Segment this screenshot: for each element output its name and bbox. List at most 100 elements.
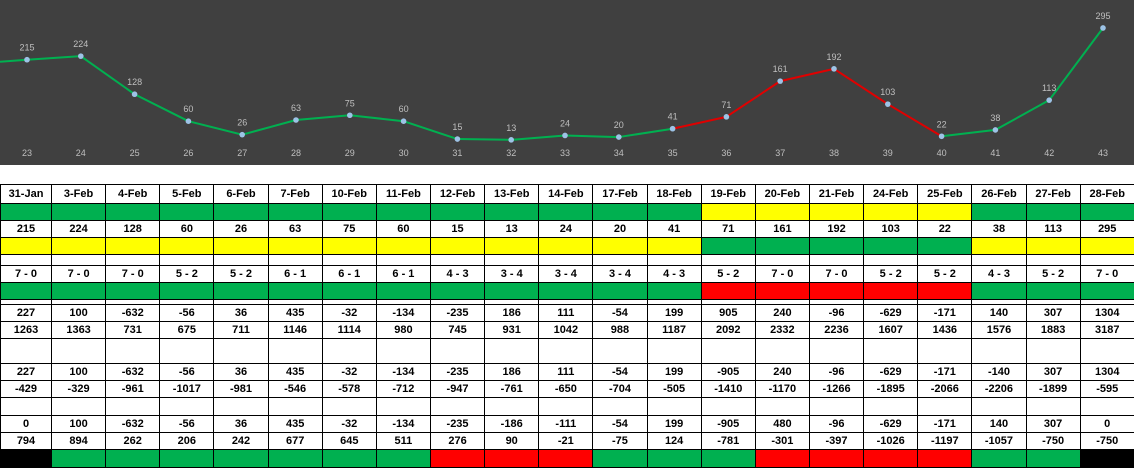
status-cell (485, 450, 539, 468)
blank-cell (1026, 339, 1080, 364)
data-point (132, 91, 138, 97)
series-line-segment (673, 117, 727, 129)
data-label: 13 (506, 123, 516, 133)
metric-cell-b2: -329 (52, 381, 106, 398)
metric-cell-a1: -235 (430, 305, 484, 322)
blank-cell (322, 255, 376, 266)
metric-cell-b1: 186 (485, 364, 539, 381)
blank-cell (1, 339, 52, 364)
metric-cell-b1: -32 (322, 364, 376, 381)
status-cell (214, 283, 268, 300)
score-cell: 5 - 2 (701, 266, 755, 283)
metric-cell-c1: 199 (647, 416, 701, 433)
date-cell: 18-Feb (647, 185, 701, 204)
status-cell (214, 238, 268, 255)
status-cell (864, 450, 918, 468)
line-chart: 2152322424128256026262763287529603015311… (0, 0, 1134, 165)
status-cell (106, 238, 160, 255)
blank-cell (106, 339, 160, 364)
blank-cell (864, 339, 918, 364)
blank-cell (1080, 339, 1134, 364)
score-cell: 7 - 0 (1080, 266, 1134, 283)
value-cell: 60 (160, 221, 214, 238)
metric-cell-c2: 90 (485, 433, 539, 450)
status-cell (485, 283, 539, 300)
status-cell (809, 283, 863, 300)
status-cell (809, 238, 863, 255)
series-line-segment (457, 139, 511, 140)
metric-cell-a1: 1304 (1080, 305, 1134, 322)
metric-cell-b1: 227 (1, 364, 52, 381)
status-cell (376, 450, 430, 468)
blank-cell (701, 398, 755, 416)
status-cell (52, 283, 106, 300)
status-cell (376, 283, 430, 300)
metric-cell-c2: 262 (106, 433, 160, 450)
metric-cell-c2: 124 (647, 433, 701, 450)
date-cell: 5-Feb (160, 185, 214, 204)
series-line-segment (27, 56, 81, 60)
metric-cell-c2: 645 (322, 433, 376, 450)
metric-cell-b1: -235 (430, 364, 484, 381)
data-point (78, 53, 84, 59)
blank-cell (1026, 255, 1080, 266)
status-cell (376, 204, 430, 221)
metric-cell-c2: -21 (539, 433, 593, 450)
metric-cell-c2: -750 (1080, 433, 1134, 450)
value-cell: 192 (809, 221, 863, 238)
metric-cell-a1: -632 (106, 305, 160, 322)
status-cell (430, 238, 484, 255)
series-line-segment (350, 115, 404, 121)
status-cell (160, 204, 214, 221)
status-cell (647, 283, 701, 300)
x-tick-label: 35 (668, 148, 678, 158)
metric-cell-a2: 1436 (918, 322, 972, 339)
metric-cell-a1: 240 (755, 305, 809, 322)
data-label: 20 (614, 120, 624, 130)
status-cell (755, 450, 809, 468)
status-cell (755, 283, 809, 300)
value-cell: 26 (214, 221, 268, 238)
status-cell (268, 204, 322, 221)
metric-cell-a2: 711 (214, 322, 268, 339)
blank-cell (52, 398, 106, 416)
status-cell (593, 204, 647, 221)
date-cell: 17-Feb (593, 185, 647, 204)
blank-cell (809, 339, 863, 364)
series-line-segment (1049, 28, 1103, 100)
data-label: 15 (452, 122, 462, 132)
value-cell: 15 (430, 221, 484, 238)
metric-cell-b2: -712 (376, 381, 430, 398)
status-cell (268, 450, 322, 468)
metric-cell-a2: 1187 (647, 322, 701, 339)
blank-cell (1080, 398, 1134, 416)
metric-cell-a2: 1607 (864, 322, 918, 339)
score-cell: 3 - 4 (593, 266, 647, 283)
metric-cell-b2: -546 (268, 381, 322, 398)
status-cell (1, 283, 52, 300)
metric-cell-c2: 794 (1, 433, 52, 450)
metric-cell-a1: 111 (539, 305, 593, 322)
x-tick-label: 36 (721, 148, 731, 158)
status-cell (1080, 450, 1134, 468)
metric-cell-a2: 3187 (1080, 322, 1134, 339)
metric-cell-c2: 276 (430, 433, 484, 450)
data-point (1100, 25, 1106, 31)
status-cell (701, 283, 755, 300)
status-cell (539, 450, 593, 468)
blank-cell (106, 398, 160, 416)
metric-cell-a1: 905 (701, 305, 755, 322)
metric-cell-b2: -429 (1, 381, 52, 398)
series-line-segment (511, 135, 565, 139)
status-cell (755, 204, 809, 221)
metric-cell-c2: -781 (701, 433, 755, 450)
metric-cell-c2: 206 (160, 433, 214, 450)
metric-cell-a2: 1363 (52, 322, 106, 339)
x-tick-label: 28 (291, 148, 301, 158)
x-tick-label: 41 (990, 148, 1000, 158)
status-cell (539, 238, 593, 255)
metric-cell-c1: -32 (322, 416, 376, 433)
